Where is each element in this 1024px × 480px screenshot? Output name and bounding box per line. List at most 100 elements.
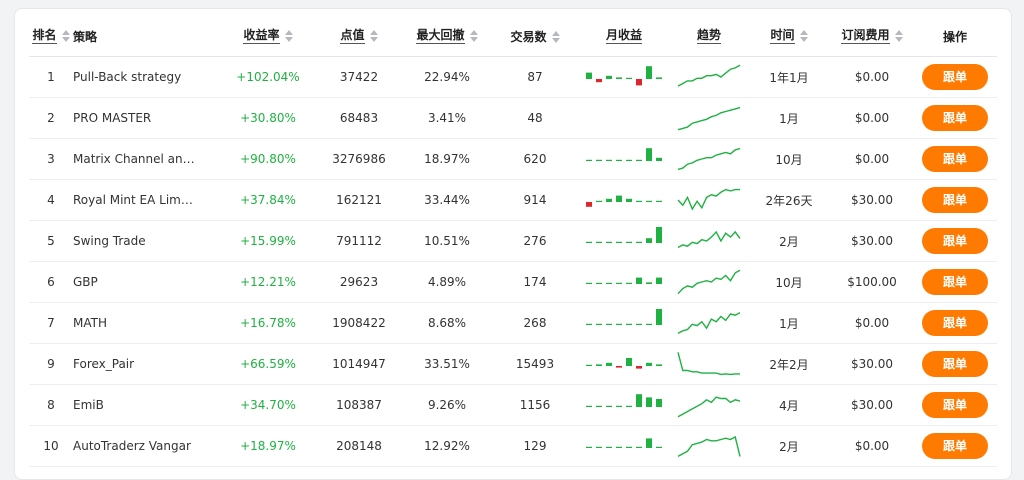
header-fee[interactable]: 订阅费用 bbox=[831, 16, 913, 57]
strategy-name[interactable]: MATH bbox=[73, 316, 107, 330]
header-return[interactable]: 收益率 bbox=[219, 16, 317, 57]
header-strategy: 策略 bbox=[73, 16, 219, 57]
action-cell: 跟单 bbox=[913, 179, 997, 221]
time-value: 4月 bbox=[779, 398, 799, 413]
points-value: 37422 bbox=[339, 70, 379, 84]
header-rank[interactable]: 排名 bbox=[29, 16, 73, 57]
drawdown-cell: 9.26% bbox=[401, 384, 493, 426]
trend-chart bbox=[677, 64, 741, 87]
header-time[interactable]: 时间 bbox=[747, 16, 831, 57]
strategy-name[interactable]: PRO MASTER bbox=[73, 111, 152, 125]
follow-button[interactable]: 跟单 bbox=[922, 433, 988, 459]
fee-cell: $30.00 bbox=[831, 343, 913, 385]
strategy-name[interactable]: EmiB bbox=[73, 398, 104, 412]
time-cell: 2年2月 bbox=[747, 343, 831, 385]
sort-icon[interactable] bbox=[799, 29, 808, 42]
sort-icon[interactable] bbox=[894, 29, 903, 42]
trend-cell bbox=[671, 302, 747, 344]
time-value: 1月 bbox=[779, 111, 799, 126]
follow-button[interactable]: 跟单 bbox=[922, 105, 988, 131]
points-cell: 37422 bbox=[317, 56, 401, 98]
drawdown-value: 12.92% bbox=[424, 439, 470, 453]
time-cell: 2月 bbox=[747, 425, 831, 467]
trades-cell: 174 bbox=[493, 261, 577, 303]
monthly-bar bbox=[646, 323, 652, 325]
trades-cell: 15493 bbox=[493, 343, 577, 385]
time-cell: 1月 bbox=[747, 97, 831, 139]
drawdown-cell: 33.51% bbox=[401, 343, 493, 385]
return-value: +66.59% bbox=[240, 357, 296, 371]
fee-cell: $30.00 bbox=[831, 384, 913, 426]
follow-button[interactable]: 跟单 bbox=[922, 228, 988, 254]
points-cell: 791112 bbox=[317, 220, 401, 262]
monthly-bar bbox=[636, 446, 642, 448]
trend-line bbox=[677, 188, 740, 211]
monthly-return-chart bbox=[586, 358, 662, 369]
trend-line bbox=[677, 396, 741, 418]
monthly-bar bbox=[646, 438, 652, 448]
table-row: 6 GBP +12.21% 29623 4.89% 174 10月 $100.00 跟单 bbox=[29, 261, 997, 303]
monthly-return-chart bbox=[586, 103, 662, 133]
monthly-bar bbox=[646, 200, 652, 202]
strategy-name[interactable]: Matrix Channel anal… bbox=[73, 152, 195, 166]
header-drawdown[interactable]: 最大回撤 bbox=[401, 16, 493, 57]
return-value: +102.04% bbox=[236, 70, 300, 84]
monthly-cell bbox=[577, 384, 671, 426]
points-cell: 208148 bbox=[317, 425, 401, 467]
sort-icon[interactable] bbox=[284, 29, 293, 42]
fee-value: $0.00 bbox=[854, 111, 890, 125]
monthly-bar bbox=[606, 282, 612, 284]
strategy-cell: EmiB bbox=[73, 384, 219, 426]
follow-button[interactable]: 跟单 bbox=[922, 351, 988, 377]
monthly-return-chart bbox=[586, 148, 662, 161]
monthly-bar bbox=[646, 238, 652, 243]
fee-value: $30.00 bbox=[851, 193, 893, 207]
trend-chart bbox=[677, 147, 741, 171]
trades-value: 620 bbox=[523, 152, 547, 166]
strategy-name[interactable]: Swing Trade bbox=[73, 234, 146, 248]
follow-button[interactable]: 跟单 bbox=[922, 187, 988, 213]
strategy-name[interactable]: Forex_Pair bbox=[73, 357, 135, 371]
follow-button[interactable]: 跟单 bbox=[922, 269, 988, 295]
follow-button[interactable]: 跟单 bbox=[922, 64, 988, 90]
strategy-name[interactable]: GBP bbox=[73, 275, 98, 289]
strategy-name[interactable]: Pull-Back strategy bbox=[73, 70, 182, 84]
table-row: 2 PRO MASTER +30.80% 68483 3.41% 48 1月 $0.00 跟单 bbox=[29, 97, 997, 139]
trades-value: 174 bbox=[523, 275, 547, 289]
follow-button[interactable]: 跟单 bbox=[922, 146, 988, 172]
time-cell: 2年26天 bbox=[747, 179, 831, 221]
header-trades[interactable]: 交易数 bbox=[493, 16, 577, 57]
monthly-bar bbox=[626, 358, 632, 366]
strategy-name[interactable]: AutoTraderz Vangar bbox=[73, 439, 191, 453]
fee-value: $0.00 bbox=[854, 70, 890, 84]
monthly-bar bbox=[656, 157, 662, 161]
strategy-cell: Pull-Back strategy bbox=[73, 56, 219, 98]
time-value: 2年26天 bbox=[765, 193, 813, 208]
monthly-bar bbox=[606, 198, 612, 202]
table-row: 9 Forex_Pair +66.59% 1014947 33.51% 15493 2年2月… bbox=[29, 343, 997, 385]
points-cell: 1014947 bbox=[317, 343, 401, 385]
monthly-bar bbox=[656, 277, 662, 284]
monthly-bar bbox=[616, 366, 622, 368]
follow-button[interactable]: 跟单 bbox=[922, 392, 988, 418]
return-value: +34.70% bbox=[240, 398, 296, 412]
sort-icon[interactable] bbox=[469, 29, 478, 42]
fee-cell: $100.00 bbox=[831, 261, 913, 303]
sort-icon[interactable] bbox=[61, 29, 70, 42]
rank-cell: 7 bbox=[29, 302, 73, 344]
sort-icon[interactable] bbox=[369, 29, 378, 42]
header-points[interactable]: 点值 bbox=[317, 16, 401, 57]
follow-button[interactable]: 跟单 bbox=[922, 310, 988, 336]
return-cell: +66.59% bbox=[219, 343, 317, 385]
strategy-name[interactable]: Royal Mint EA Limitl… bbox=[73, 193, 195, 207]
rank-number: 10 bbox=[43, 439, 59, 453]
rank-number: 4 bbox=[47, 193, 55, 207]
monthly-return-chart bbox=[586, 438, 662, 448]
strategy-cell: GBP bbox=[73, 261, 219, 303]
drawdown-value: 4.89% bbox=[427, 275, 467, 289]
points-cell: 68483 bbox=[317, 97, 401, 139]
trend-cell bbox=[671, 425, 747, 467]
monthly-cell bbox=[577, 302, 671, 344]
sort-icon[interactable] bbox=[551, 31, 560, 43]
return-cell: +16.78% bbox=[219, 302, 317, 344]
